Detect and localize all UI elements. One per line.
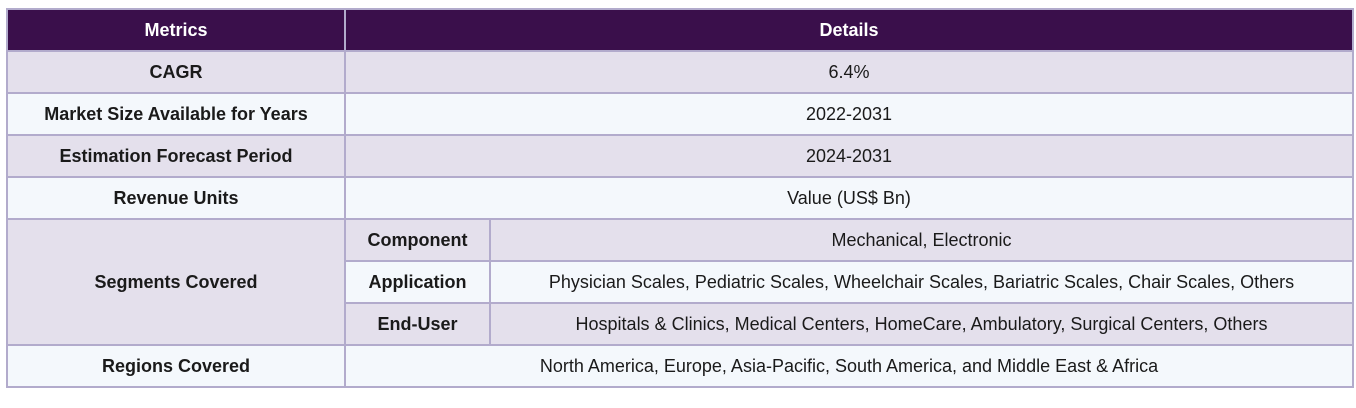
metric-value-cagr: 6.4% (344, 50, 1354, 94)
metric-value-revenue-units: Value (US$ Bn) (344, 176, 1354, 220)
table-row-forecast: Estimation Forecast Period 2024-2031 (6, 134, 1354, 178)
header-details: Details (344, 8, 1354, 52)
table-row-segment-end-user: End-User Hospitals & Clinics, Medical Ce… (7, 302, 1354, 346)
metric-label-cagr: CAGR (6, 50, 346, 94)
table-row-cagr: CAGR 6.4% (6, 50, 1354, 94)
segment-name-application: Application (344, 260, 491, 304)
table-row-segment-application: Application Physician Scales, Pediatric … (7, 260, 1354, 304)
metric-label-revenue-units: Revenue Units (6, 176, 346, 220)
metric-label-segments: Segments Covered (6, 218, 346, 346)
table-row-revenue-units: Revenue Units Value (US$ Bn) (6, 176, 1354, 220)
table-row-segment-component: Segments Covered Component Mechanical, E… (6, 218, 1354, 346)
segment-name-component: Component (344, 218, 491, 262)
table-row-regions: Regions Covered North America, Europe, A… (6, 344, 1354, 388)
segment-value-end-user: Hospitals & Clinics, Medical Centers, Ho… (489, 302, 1354, 346)
segment-value-component: Mechanical, Electronic (489, 218, 1354, 262)
header-metrics: Metrics (6, 8, 346, 52)
metric-label-market-size: Market Size Available for Years (6, 92, 346, 136)
metric-value-forecast: 2024-2031 (344, 134, 1354, 178)
segment-value-application: Physician Scales, Pediatric Scales, Whee… (489, 260, 1354, 304)
metric-value-regions: North America, Europe, Asia-Pacific, Sou… (344, 344, 1354, 388)
table-row-market-size: Market Size Available for Years 2022-203… (6, 92, 1354, 136)
segment-name-end-user: End-User (344, 302, 491, 346)
report-metrics-table-container: Metrics Details CAGR 6.4% Market Size Av… (6, 8, 1354, 388)
table-header-row: Metrics Details (6, 8, 1354, 52)
metric-label-forecast: Estimation Forecast Period (6, 134, 346, 178)
metric-value-market-size: 2022-2031 (344, 92, 1354, 136)
metric-label-regions: Regions Covered (6, 344, 346, 388)
report-metrics-table: Metrics Details CAGR 6.4% Market Size Av… (6, 8, 1354, 388)
